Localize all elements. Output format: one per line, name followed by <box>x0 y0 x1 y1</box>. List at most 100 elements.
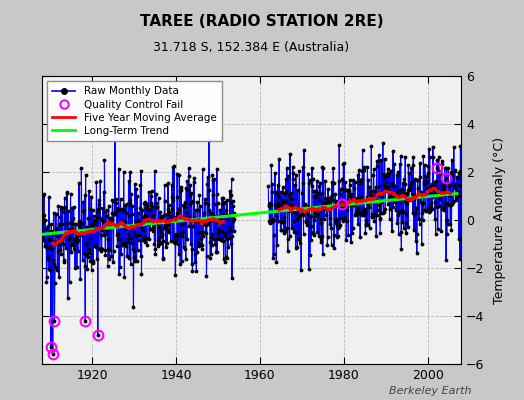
Point <box>456 142 465 149</box>
Point <box>365 224 374 231</box>
Point <box>410 192 419 198</box>
Point <box>182 256 190 262</box>
Point <box>143 202 151 208</box>
Point <box>350 202 358 208</box>
Point <box>432 178 441 184</box>
Point <box>405 170 413 176</box>
Point <box>283 236 292 242</box>
Point <box>397 153 405 160</box>
Point <box>384 201 392 207</box>
Point <box>431 216 439 222</box>
Point <box>307 213 315 220</box>
Point <box>71 265 79 271</box>
Point <box>163 211 171 217</box>
Point <box>424 189 433 195</box>
Point <box>267 218 275 225</box>
Point <box>409 210 417 216</box>
Point <box>424 163 432 170</box>
Point <box>61 220 70 226</box>
Point <box>316 220 325 226</box>
Point <box>161 198 169 204</box>
Point <box>394 169 402 175</box>
Point <box>366 188 375 194</box>
Point <box>386 206 395 212</box>
Point <box>119 169 128 176</box>
Point <box>302 218 310 225</box>
Point <box>72 234 81 240</box>
Point <box>226 187 234 194</box>
Point <box>156 228 164 234</box>
Point <box>184 165 193 171</box>
Point <box>204 221 212 228</box>
Point <box>43 223 52 229</box>
Point <box>336 198 344 204</box>
Point <box>306 213 314 219</box>
Point <box>268 181 277 188</box>
Point <box>323 234 332 240</box>
Point <box>413 177 422 183</box>
Point <box>114 230 122 236</box>
Point <box>141 238 149 245</box>
Point <box>220 200 228 206</box>
Point <box>419 217 427 223</box>
Point <box>351 179 359 186</box>
Point <box>144 206 152 212</box>
Point <box>212 249 221 255</box>
Point <box>382 179 390 185</box>
Point <box>40 191 48 198</box>
Point <box>191 259 199 266</box>
Point <box>145 207 154 213</box>
Point <box>271 201 279 207</box>
Point <box>423 173 431 179</box>
Point <box>38 219 46 225</box>
Point <box>73 264 81 270</box>
Point <box>430 190 439 196</box>
Point <box>335 191 344 197</box>
Point <box>81 318 90 324</box>
Point <box>431 198 440 205</box>
Point <box>146 226 155 232</box>
Point <box>276 227 285 234</box>
Point <box>329 180 337 186</box>
Point <box>224 244 232 250</box>
Point <box>115 271 123 277</box>
Point <box>454 236 463 242</box>
Point <box>59 241 67 248</box>
Point <box>147 188 156 194</box>
Point <box>154 237 162 243</box>
Point <box>374 190 383 197</box>
Point <box>91 220 100 226</box>
Point <box>441 165 449 171</box>
Point <box>84 215 93 221</box>
Point <box>364 177 373 183</box>
Point <box>385 170 394 176</box>
Point <box>367 192 375 199</box>
Point <box>349 176 357 183</box>
Point <box>400 176 408 182</box>
Point <box>395 188 403 194</box>
Point <box>83 225 92 231</box>
Point <box>332 220 341 226</box>
Point <box>294 236 302 242</box>
Point <box>361 209 369 216</box>
Point <box>136 205 144 211</box>
Point <box>433 226 442 232</box>
Point <box>181 246 190 252</box>
Point <box>79 257 87 263</box>
Point <box>383 186 391 192</box>
Point <box>308 165 316 171</box>
Point <box>370 212 378 218</box>
Point <box>131 258 139 264</box>
Point <box>52 211 60 218</box>
Point <box>151 191 160 197</box>
Point <box>207 234 215 240</box>
Point <box>121 202 129 208</box>
Point <box>39 237 48 243</box>
Point <box>280 218 289 224</box>
Point <box>199 166 207 172</box>
Point <box>70 204 78 210</box>
Point <box>380 182 388 188</box>
Point <box>365 184 374 190</box>
Point <box>401 198 409 204</box>
Point <box>177 184 185 190</box>
